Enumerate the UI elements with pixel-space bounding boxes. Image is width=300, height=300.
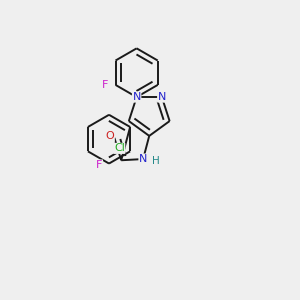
Text: F: F — [102, 80, 108, 90]
Text: N: N — [132, 92, 141, 102]
Text: H: H — [152, 155, 160, 166]
Text: F: F — [96, 160, 103, 170]
Text: N: N — [139, 154, 147, 164]
Text: Cl: Cl — [114, 143, 125, 153]
Text: O: O — [106, 131, 114, 141]
Text: N: N — [158, 92, 166, 102]
